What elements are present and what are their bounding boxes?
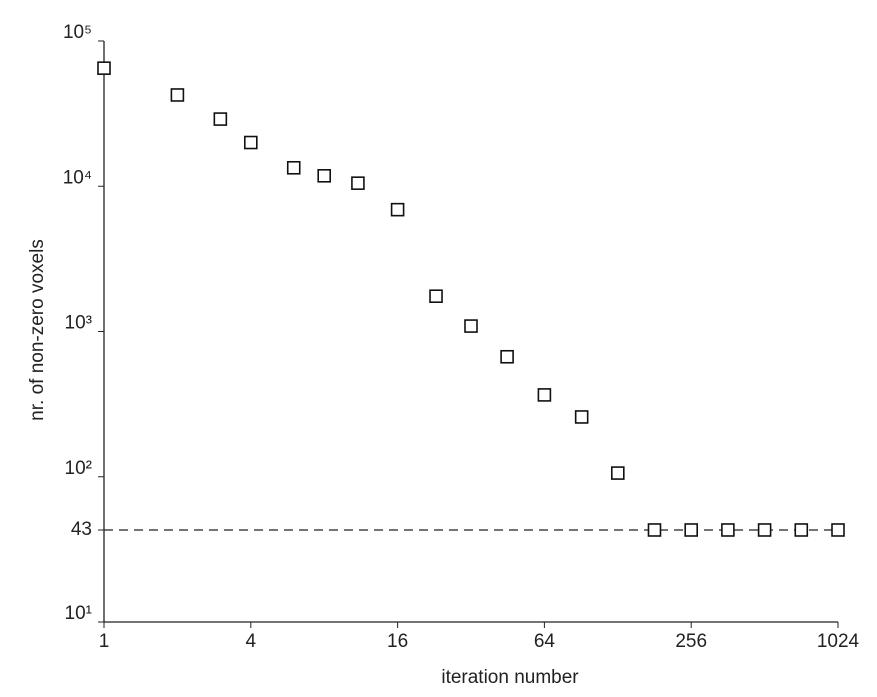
x-tick-label: 256 xyxy=(675,631,707,652)
point xyxy=(170,88,185,102)
y-tick-label: 43 xyxy=(71,519,92,540)
y-tick-label: 10⁵ xyxy=(63,22,92,43)
point xyxy=(97,61,111,75)
y-tick-label: 10¹ xyxy=(65,603,92,624)
y-axis-label: nr. of non-zero voxels xyxy=(27,239,48,421)
point xyxy=(286,160,301,175)
point xyxy=(610,466,625,480)
point xyxy=(647,523,662,537)
point xyxy=(757,523,772,537)
point xyxy=(684,523,699,537)
point xyxy=(213,112,228,126)
point xyxy=(464,319,478,333)
point xyxy=(317,169,332,183)
x-tick-label: 16 xyxy=(387,631,408,652)
x-tick-label: 4 xyxy=(246,631,257,652)
point xyxy=(351,176,365,190)
point xyxy=(574,410,589,424)
y-tick-label: 10² xyxy=(65,458,92,479)
x-tick-label: 1024 xyxy=(817,631,860,652)
point xyxy=(429,289,443,303)
y-tick-label: 10³ xyxy=(65,313,92,334)
point xyxy=(831,523,845,537)
point xyxy=(390,202,405,217)
point xyxy=(721,523,735,537)
point xyxy=(537,388,552,402)
x-tick-label: 1 xyxy=(99,631,110,652)
point xyxy=(500,349,514,364)
point xyxy=(244,135,258,150)
y-tick-label: 10⁴ xyxy=(63,167,92,188)
x-axis-label: iteration number xyxy=(441,667,579,688)
point xyxy=(794,523,809,537)
x-tick-label: 64 xyxy=(534,631,556,652)
